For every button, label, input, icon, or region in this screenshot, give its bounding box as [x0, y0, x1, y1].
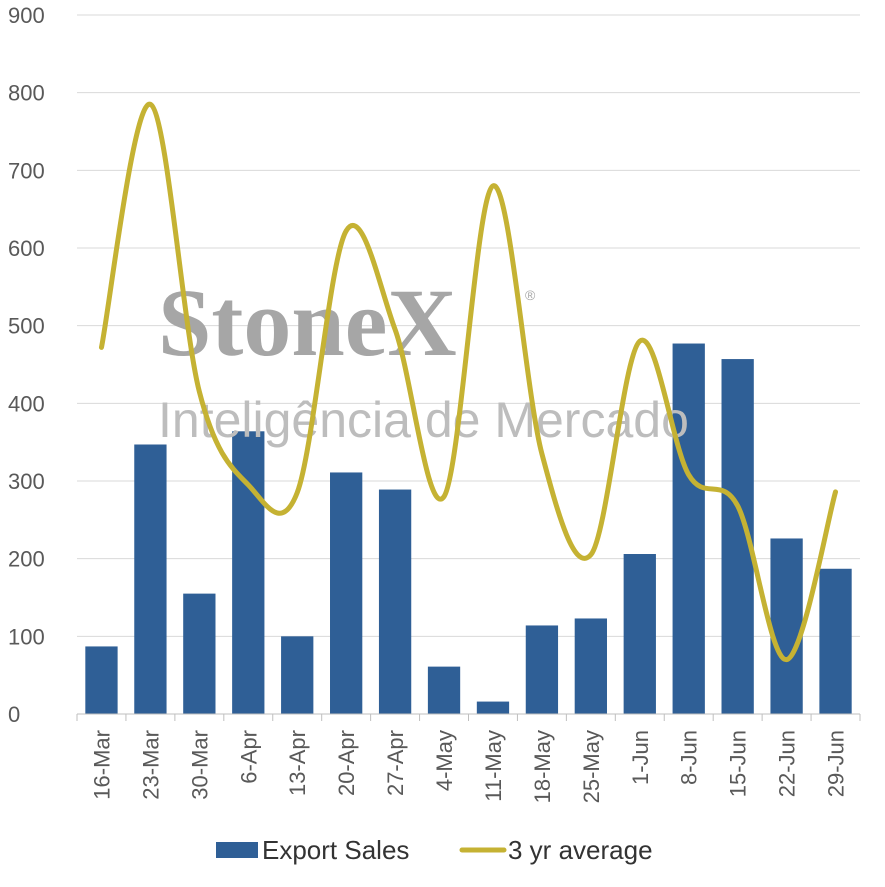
y-tick-label: 600 [8, 236, 45, 261]
legend-label-3yr-average: 3 yr average [508, 835, 653, 865]
y-tick-label: 0 [8, 702, 20, 727]
three-year-average-line [98, 101, 839, 663]
y-tick-label: 700 [8, 158, 45, 183]
bar-export-sales [378, 489, 412, 714]
x-tick-label: 25-May [579, 730, 604, 803]
x-tick-label: 30-Mar [187, 730, 212, 800]
bar-export-sales [183, 593, 216, 714]
line-3yr-average [98, 101, 839, 663]
x-tick-label: 20-Apr [334, 730, 359, 796]
watermark: StoneX ® Inteligência de Mercado [158, 269, 689, 448]
bar-export-sales [232, 431, 265, 714]
export-sales-bars [85, 343, 852, 714]
bar-export-sales [476, 701, 510, 714]
bar-export-sales [623, 554, 656, 714]
bar-export-sales [525, 625, 559, 714]
x-tick-label: 11-May [481, 730, 506, 802]
x-tick-label: 29-Jun [824, 730, 849, 797]
y-tick-label: 300 [8, 469, 45, 494]
y-tick-label: 900 [8, 3, 45, 28]
x-tick-label: 13-Apr [285, 730, 310, 796]
y-tick-label: 400 [8, 391, 45, 416]
y-tick-label: 200 [8, 547, 45, 572]
x-tick-label: 8-Jun [677, 730, 702, 785]
y-tick-label: 500 [8, 314, 45, 339]
bar-export-sales [134, 444, 167, 714]
x-axis: 16-Mar 23-Mar 30-Mar 6-Apr 13-Apr 20-Apr 27-Ap… [76, 713, 861, 803]
legend-label-export-sales: Export Sales [262, 835, 409, 865]
watermark-subtitle: Inteligência de Mercado [158, 392, 689, 448]
y-tick-label: 100 [8, 624, 45, 649]
bar-export-sales [330, 472, 363, 714]
bar-export-sales [819, 568, 852, 714]
bar-export-sales [574, 618, 607, 714]
bar-export-sales [427, 666, 461, 714]
watermark-registered-mark: ® [525, 287, 536, 303]
legend-swatch-export-sales [216, 842, 258, 858]
legend: Export Sales 3 yr average [216, 835, 653, 865]
x-tick-label: 16-Mar [89, 730, 114, 800]
x-tick-label: 18-May [530, 730, 555, 803]
y-tick-label: 800 [8, 81, 45, 106]
x-tick-label: 23-Mar [138, 730, 163, 800]
x-tick-label: 15-Jun [726, 730, 751, 797]
bar-export-sales [281, 636, 314, 714]
bar-export-sales [770, 538, 803, 714]
x-tick-label: 4-May [432, 730, 457, 791]
x-tick-label: 6-Apr [236, 730, 261, 784]
bar-export-sales [672, 343, 705, 714]
x-tick-label: 1-Jun [628, 730, 653, 785]
x-tick-label: 22-Jun [775, 730, 800, 797]
watermark-brand: StoneX [158, 269, 457, 376]
y-axis: 0 100 200 300 400 500 600 700 800 900 [8, 3, 45, 727]
x-tick-label: 27-Apr [383, 730, 408, 796]
bar-export-sales [85, 646, 118, 714]
